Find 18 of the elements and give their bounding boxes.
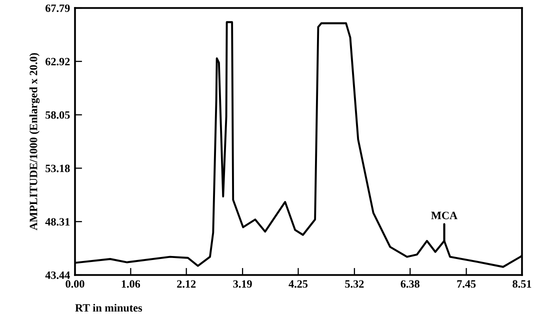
x-tick-label: 6.38 (400, 280, 420, 288)
y-tick-label: 43.44 (45, 271, 70, 280)
y-tick-label: 53.18 (46, 164, 70, 172)
annotation: MCA (431, 212, 458, 220)
x-tick-label: 5.32 (345, 280, 364, 288)
y-tick-label: 58.05 (46, 111, 70, 119)
y-tick-label: 48.31 (45, 218, 70, 226)
x-tick-label: 8.51 (512, 280, 532, 288)
x-tick-label: 0.00 (66, 280, 84, 288)
x-tick-label: 2.12 (177, 280, 196, 288)
y-tick-label: 62.92 (46, 58, 70, 66)
x-axis-title: RT in minutes (75, 304, 142, 312)
x-tick-label: 7.45 (457, 280, 476, 288)
x-tick-label: 3.19 (233, 280, 252, 288)
x-tick-label: 4.25 (288, 280, 308, 288)
y-axis-title: AMPLITUDE/1000 (Enlarged x 20.0) (29, 53, 40, 230)
y-tick-label: 67.79 (46, 4, 70, 12)
x-tick-label: 1.06 (122, 280, 140, 288)
